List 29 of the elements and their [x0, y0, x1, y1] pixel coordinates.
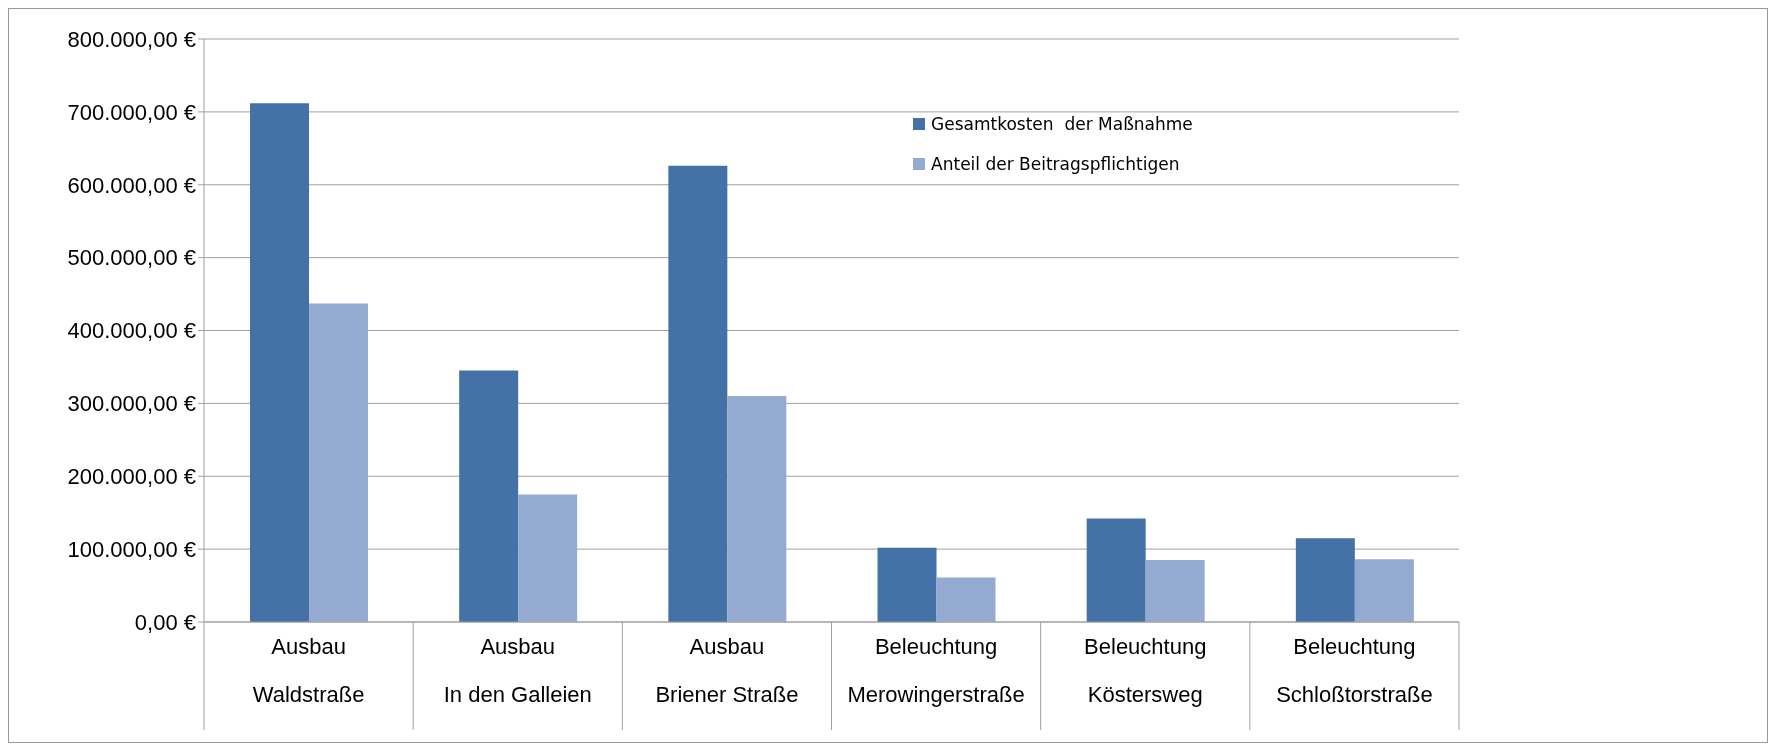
- y-tick-label: 100.000,00 €: [67, 536, 196, 562]
- legend-label: Gesamtkosten der Maßnahme: [931, 114, 1193, 134]
- y-tick-label: 800.000,00 €: [67, 26, 196, 52]
- bar: [1354, 559, 1414, 622]
- y-tick-label: 400.000,00 €: [67, 318, 196, 344]
- y-tick-label: 200.000,00 €: [67, 464, 196, 490]
- y-tick-label: 0,00 €: [134, 609, 196, 635]
- x-tick-label: Beleuchtung Merowingerstraße: [847, 634, 1025, 707]
- bar: [309, 303, 369, 622]
- bar: [518, 494, 578, 622]
- bar: [727, 396, 787, 622]
- x-tick-label: Ausbau Waldstraße: [252, 634, 365, 707]
- y-tick-label: 600.000,00 €: [67, 172, 196, 198]
- y-tick-label: 500.000,00 €: [67, 245, 196, 271]
- bar: [1295, 538, 1355, 622]
- x-tick-label: Beleuchtung Köstersweg: [1084, 634, 1207, 707]
- bar: [877, 547, 937, 622]
- legend-label: Anteil der Beitragspflichtigen: [931, 154, 1180, 174]
- y-tick-label: 700.000,00 €: [67, 99, 196, 125]
- y-tick-label: 300.000,00 €: [67, 391, 196, 417]
- x-tick-label: Beleuchtung Schloßtorstraße: [1276, 634, 1433, 707]
- bar: [1086, 518, 1146, 622]
- x-tick-label: Ausbau Briener Straße: [655, 634, 799, 707]
- bar: [936, 577, 996, 622]
- bar: [459, 370, 519, 622]
- bar: [668, 165, 728, 622]
- bar: [1145, 560, 1205, 622]
- x-tick-label: Ausbau In den Galleien: [443, 634, 592, 707]
- bar: [250, 103, 310, 622]
